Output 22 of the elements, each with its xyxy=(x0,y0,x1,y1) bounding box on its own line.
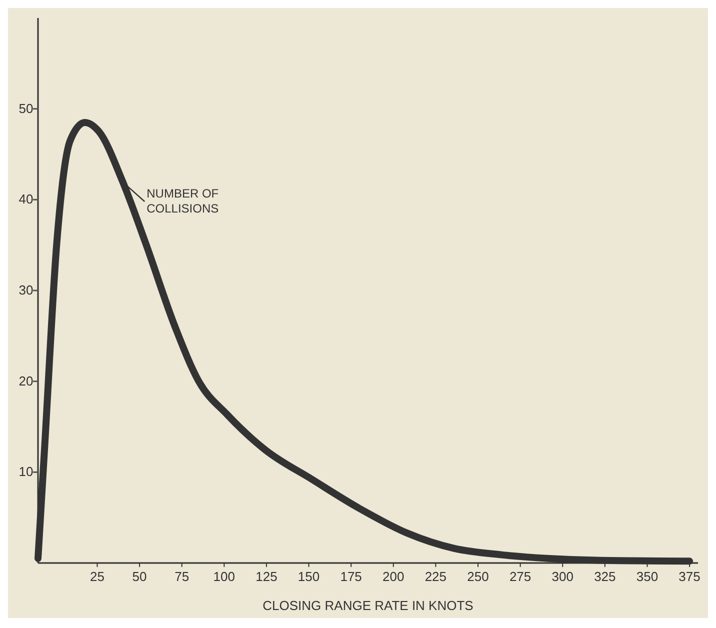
x-tick-label: 350 xyxy=(636,569,658,584)
y-tick-label: 30 xyxy=(18,282,34,298)
y-tick-label: 50 xyxy=(18,100,34,116)
x-tick-label: 275 xyxy=(509,569,532,584)
x-tick-label: 375 xyxy=(678,569,700,584)
x-tick-label: 325 xyxy=(594,569,616,584)
x-tick-label: 250 xyxy=(467,569,489,584)
y-tick-label: 40 xyxy=(18,192,34,207)
x-tick-label: 150 xyxy=(298,569,320,584)
y-tick-label: 20 xyxy=(18,373,34,388)
x-tick-label: 225 xyxy=(424,569,447,584)
x-tick-label: 25 xyxy=(90,569,104,584)
legend-label: NUMBER OF COLLISIONS xyxy=(146,186,219,216)
y-tick-label: 10 xyxy=(18,464,34,480)
x-tick-label: 50 xyxy=(132,569,147,584)
x-tick-label: 125 xyxy=(256,569,278,584)
x-tick-label: 75 xyxy=(174,569,190,584)
x-axis-title: CLOSING RANGE RATE IN KNOTS xyxy=(262,598,474,613)
x-tick-label: 300 xyxy=(552,569,574,584)
x-tick-label: 100 xyxy=(213,569,236,584)
x-tick-label: 200 xyxy=(382,569,404,584)
x-tick-label: 175 xyxy=(340,569,362,584)
